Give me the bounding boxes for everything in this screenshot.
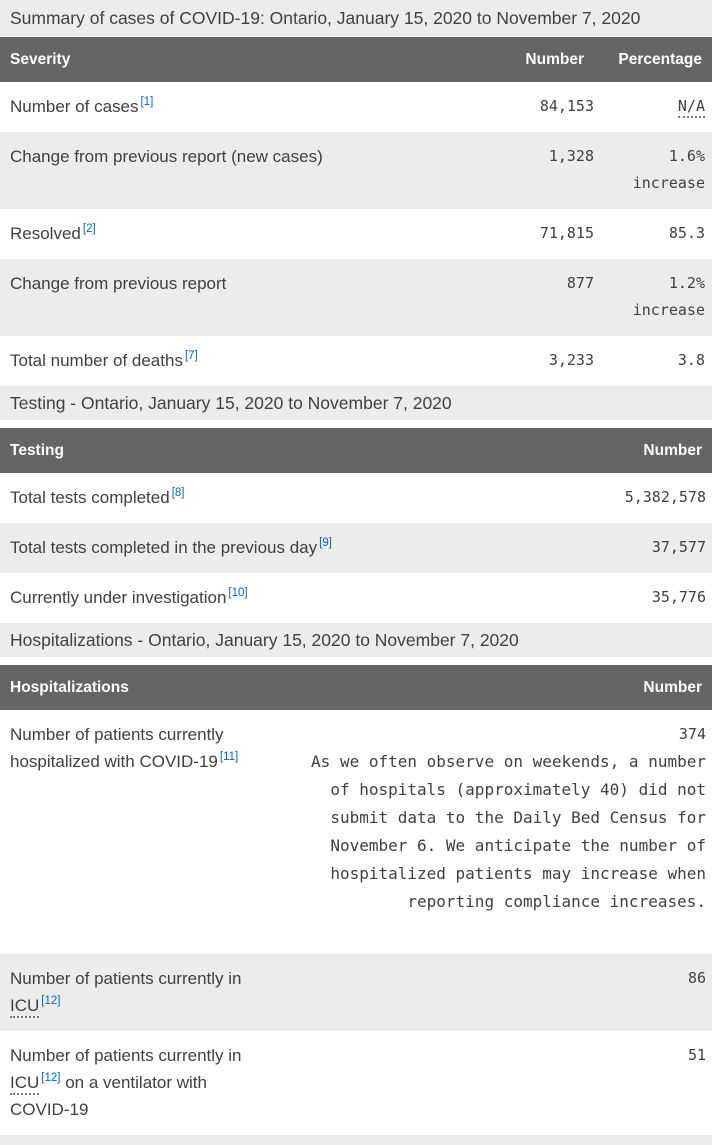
row-label: Number of cases bbox=[10, 97, 139, 116]
hospitalizations-table: Hospitalizations Number Number of patien… bbox=[0, 665, 712, 1135]
row-label: Number of patients currently hospitalize… bbox=[10, 725, 224, 771]
table-row: Currently under investigation [10] 35,776 bbox=[0, 573, 712, 623]
table-row: Total tests completed [8] 5,382,578 bbox=[0, 473, 712, 523]
icu-abbr[interactable]: ICU bbox=[10, 1073, 40, 1095]
footnote-link-11[interactable]: [11] bbox=[219, 751, 239, 764]
percentage-value: 1.6% bbox=[668, 147, 705, 165]
column-header-number: Number bbox=[265, 665, 712, 710]
table-row: Number of patients currently hospitalize… bbox=[0, 710, 712, 954]
testing-table: Testing Number Total tests completed [8] … bbox=[0, 428, 712, 623]
number-cell: 1,328 bbox=[548, 147, 594, 165]
table-row: Number of patients currently in ICU [12] … bbox=[0, 954, 712, 1031]
number-cell: 37,577 bbox=[651, 538, 706, 556]
percentage-cell: 85.3 bbox=[668, 224, 705, 242]
row-label: Total number of deaths bbox=[10, 351, 183, 370]
table-row: Change from previous report (new cases) … bbox=[0, 132, 712, 209]
number-cell: 71,815 bbox=[539, 224, 594, 242]
table-row: Number of patients currently in ICU [12] … bbox=[0, 1031, 712, 1135]
partial-next-row bbox=[0, 1135, 712, 1145]
table-row: Number of cases [1] 84,153 N/A bbox=[0, 82, 712, 132]
hospitalizations-header-row: Hospitalizations Number bbox=[0, 665, 712, 710]
summary-header-row: Severity Number Percentage bbox=[0, 37, 712, 82]
summary-table: Summary of cases of COVID-19: Ontario, J… bbox=[0, 0, 712, 386]
percentage-cell: 1.6% increase bbox=[594, 132, 712, 209]
number-value: 374 bbox=[678, 725, 706, 743]
footnote-link-12[interactable]: [12] bbox=[41, 995, 61, 1008]
footnote-link-12[interactable]: [12] bbox=[41, 1072, 61, 1085]
summary-table-caption: Summary of cases of COVID-19: Ontario, J… bbox=[0, 0, 712, 37]
footnote-link-10[interactable]: [10] bbox=[228, 587, 248, 600]
percentage-note: increase bbox=[632, 174, 705, 192]
number-cell: 877 bbox=[566, 274, 594, 292]
row-label: Number of patients currently in ICU [12] bbox=[0, 954, 265, 1031]
row-label: Resolved bbox=[10, 224, 81, 243]
table-row: Resolved [2] 71,815 85.3 bbox=[0, 209, 712, 259]
column-header-percentage: Percentage bbox=[594, 37, 712, 82]
percentage-value: 1.2% bbox=[668, 274, 705, 292]
table-row: Total tests completed in the previous da… bbox=[0, 523, 712, 573]
row-label: Total tests completed bbox=[10, 488, 170, 507]
testing-section-heading: Testing - Ontario, January 15, 2020 to N… bbox=[0, 386, 712, 420]
row-label: Number of patients currently in ICU [12] … bbox=[10, 1046, 242, 1119]
icu-abbr[interactable]: ICU bbox=[10, 996, 40, 1018]
column-header-hospitalizations: Hospitalizations bbox=[0, 665, 265, 710]
number-cell: 374 As we often observe on weekends, a n… bbox=[265, 710, 712, 954]
number-cell: 86 bbox=[687, 969, 706, 987]
hospitalizations-section-heading: Hospitalizations - Ontario, January 15, … bbox=[0, 623, 712, 657]
column-header-severity: Severity bbox=[0, 37, 475, 82]
row-label: Change from previous report bbox=[10, 274, 227, 293]
number-cell: 3,233 bbox=[548, 351, 594, 369]
number-cell: 35,776 bbox=[651, 588, 706, 606]
number-cell: 51 bbox=[687, 1046, 706, 1064]
column-header-testing: Testing bbox=[0, 428, 490, 473]
footnote-link-7[interactable]: [7] bbox=[184, 350, 198, 363]
footnote-link-1[interactable]: [1] bbox=[140, 96, 154, 109]
table-row: Total number of deaths [7] 3,233 3.8 bbox=[0, 336, 712, 386]
row-label: Total tests completed in the previous da… bbox=[10, 538, 318, 557]
column-header-number: Number bbox=[475, 37, 594, 82]
table-row: Change from previous report 877 1.2% inc… bbox=[0, 259, 712, 336]
row-label: Currently under investigation bbox=[10, 588, 227, 607]
percentage-note: increase bbox=[632, 301, 705, 319]
footnote-link-9[interactable]: [9] bbox=[319, 537, 332, 550]
not-applicable-abbr[interactable]: N/A bbox=[677, 97, 705, 118]
testing-header-row: Testing Number bbox=[0, 428, 712, 473]
column-header-number: Number bbox=[490, 428, 712, 473]
number-cell: 84,153 bbox=[539, 97, 594, 115]
row-label: Change from previous report (new cases) bbox=[10, 147, 323, 166]
percentage-cell: 1.2% increase bbox=[594, 259, 712, 336]
footnote-link-2[interactable]: [2] bbox=[82, 223, 96, 236]
percentage-cell: 3.8 bbox=[677, 351, 705, 369]
footnote-link-8[interactable]: [8] bbox=[171, 487, 185, 500]
number-cell: 5,382,578 bbox=[624, 488, 706, 506]
hospital-reporting-note: As we often observe on weekends, a numbe… bbox=[311, 752, 706, 911]
